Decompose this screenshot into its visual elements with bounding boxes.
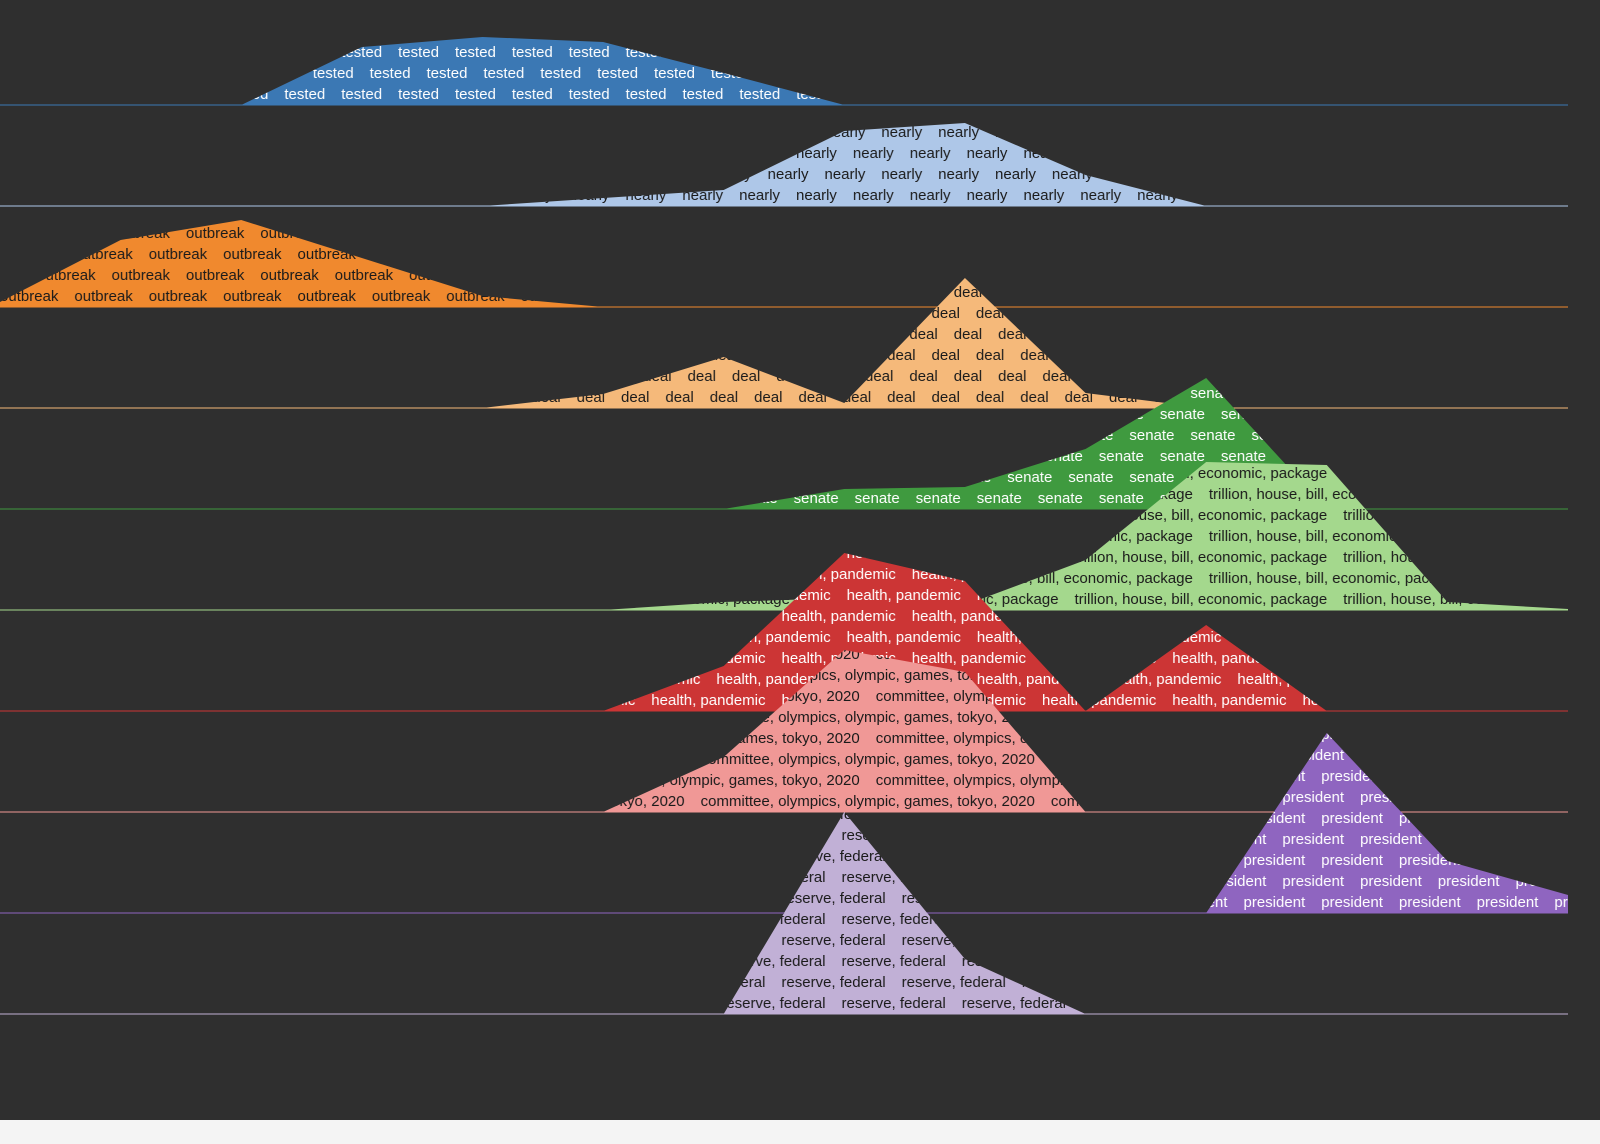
ridge-area: [0, 123, 1568, 206]
ridge-area: [0, 220, 1568, 307]
ridge-area: [0, 650, 1568, 812]
ridge-area: [0, 37, 1568, 105]
bottom-strip: [0, 1120, 1600, 1144]
ridge-area: [0, 733, 1568, 913]
ridge-area: [0, 462, 1568, 610]
ridge-area: [0, 812, 1568, 1014]
ridge-area: [0, 278, 1568, 408]
ridge-area: [0, 378, 1568, 509]
ridge-area: [0, 553, 1568, 711]
